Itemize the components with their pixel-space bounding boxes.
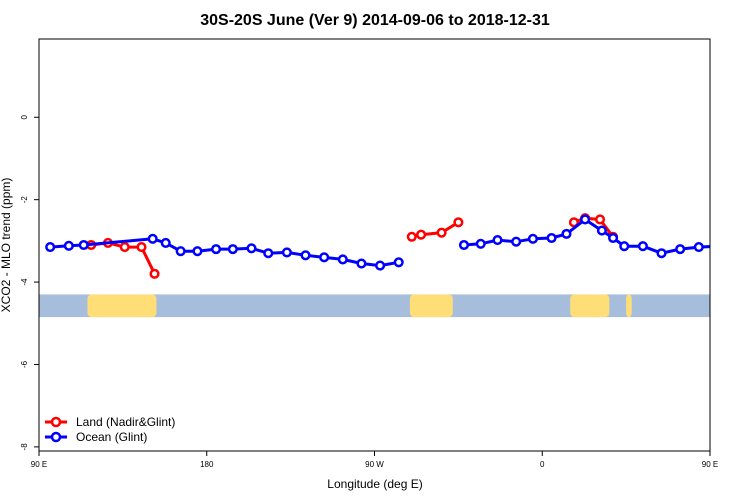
- series-1-point: [227, 244, 238, 255]
- y-tick-label: -4: [20, 278, 29, 286]
- legend: Land (Nadir&Glint) Ocean (Glint): [45, 415, 175, 444]
- y-tick-label: -6: [20, 360, 29, 368]
- land-region-1: [409, 294, 453, 318]
- legend-label-land: Land (Nadir&Glint): [76, 415, 175, 429]
- x-tick-label: 180: [200, 460, 214, 469]
- series-1-point: [246, 243, 257, 254]
- series-1-point: [475, 238, 486, 249]
- series-1-point: [608, 232, 619, 244]
- series-1-point: [63, 240, 74, 251]
- map-strip: [39, 294, 710, 318]
- series-0-point: [406, 231, 417, 242]
- land-region-2: [570, 294, 610, 318]
- series-1-point: [458, 239, 470, 251]
- series-1-point: [527, 233, 538, 244]
- series-1-point: [337, 254, 348, 265]
- series-1: [45, 214, 740, 271]
- series-0-point: [453, 217, 464, 228]
- series-1-point: [619, 241, 630, 252]
- series-0-point: [436, 227, 447, 238]
- series-1-point: [393, 257, 404, 268]
- legend-marker-ocean: [50, 431, 62, 443]
- series-0-point: [416, 229, 427, 240]
- ocean-band: [39, 294, 710, 318]
- series-1-point: [656, 248, 667, 259]
- series-1-point: [78, 239, 89, 251]
- series-1-point: [45, 242, 56, 253]
- y-tick-label: -2: [20, 196, 29, 204]
- series-1-point: [319, 252, 330, 263]
- series-1-point: [580, 214, 591, 225]
- series-1-point: [561, 228, 572, 239]
- series-0-point: [568, 217, 579, 228]
- chart-title: 30S-20S June (Ver 9) 2014-09-06 to 2018-…: [200, 12, 550, 29]
- y-tick-label: 0: [20, 115, 29, 120]
- series-1-point: [375, 260, 386, 271]
- series-1-point: [160, 237, 171, 248]
- series-1-point: [637, 241, 648, 252]
- series-1-point: [356, 258, 367, 269]
- series-1-point: [511, 236, 522, 247]
- series-1-point: [546, 232, 557, 244]
- legend-marker-land: [50, 416, 62, 428]
- series-1-point: [693, 242, 704, 253]
- series-0-point: [149, 268, 160, 279]
- series-layer: [45, 213, 740, 279]
- x-tick-label: 90 E: [31, 460, 47, 469]
- series-0-point: [594, 214, 606, 225]
- series-1-point: [300, 250, 311, 261]
- series-1-point: [732, 242, 740, 250]
- y-axis-label: XCO2 - MLO trend (ppm): [0, 178, 13, 313]
- series-1-point: [211, 244, 222, 255]
- land-region-0: [87, 294, 157, 318]
- series-1-point: [714, 242, 722, 250]
- series-1-point: [192, 246, 203, 257]
- series-0-line-2: [573, 216, 615, 238]
- series-1-point: [492, 235, 503, 246]
- land-region-3: [626, 294, 632, 318]
- series-1-point: [175, 246, 186, 257]
- series-1-point: [263, 248, 274, 259]
- x-tick-label: 90 E: [702, 460, 718, 469]
- x-tick-label: 90 W: [365, 460, 384, 469]
- series-1-point: [281, 247, 292, 258]
- series-0: [86, 213, 619, 279]
- legend-label-ocean: Ocean (Glint): [76, 430, 147, 444]
- x-tick-label: 0: [540, 460, 545, 469]
- series-1-point: [147, 233, 158, 244]
- y-axis: 0 -2 -4 -6 -8: [20, 115, 39, 451]
- x-axis-label: Longitude (deg E): [327, 477, 422, 491]
- series-0-point: [119, 242, 130, 253]
- series-1-point: [596, 225, 607, 236]
- series-0-point: [136, 242, 147, 253]
- series-1-point: [675, 244, 686, 255]
- series-1-line-1: [463, 218, 710, 255]
- y-tick-label: -8: [20, 443, 29, 451]
